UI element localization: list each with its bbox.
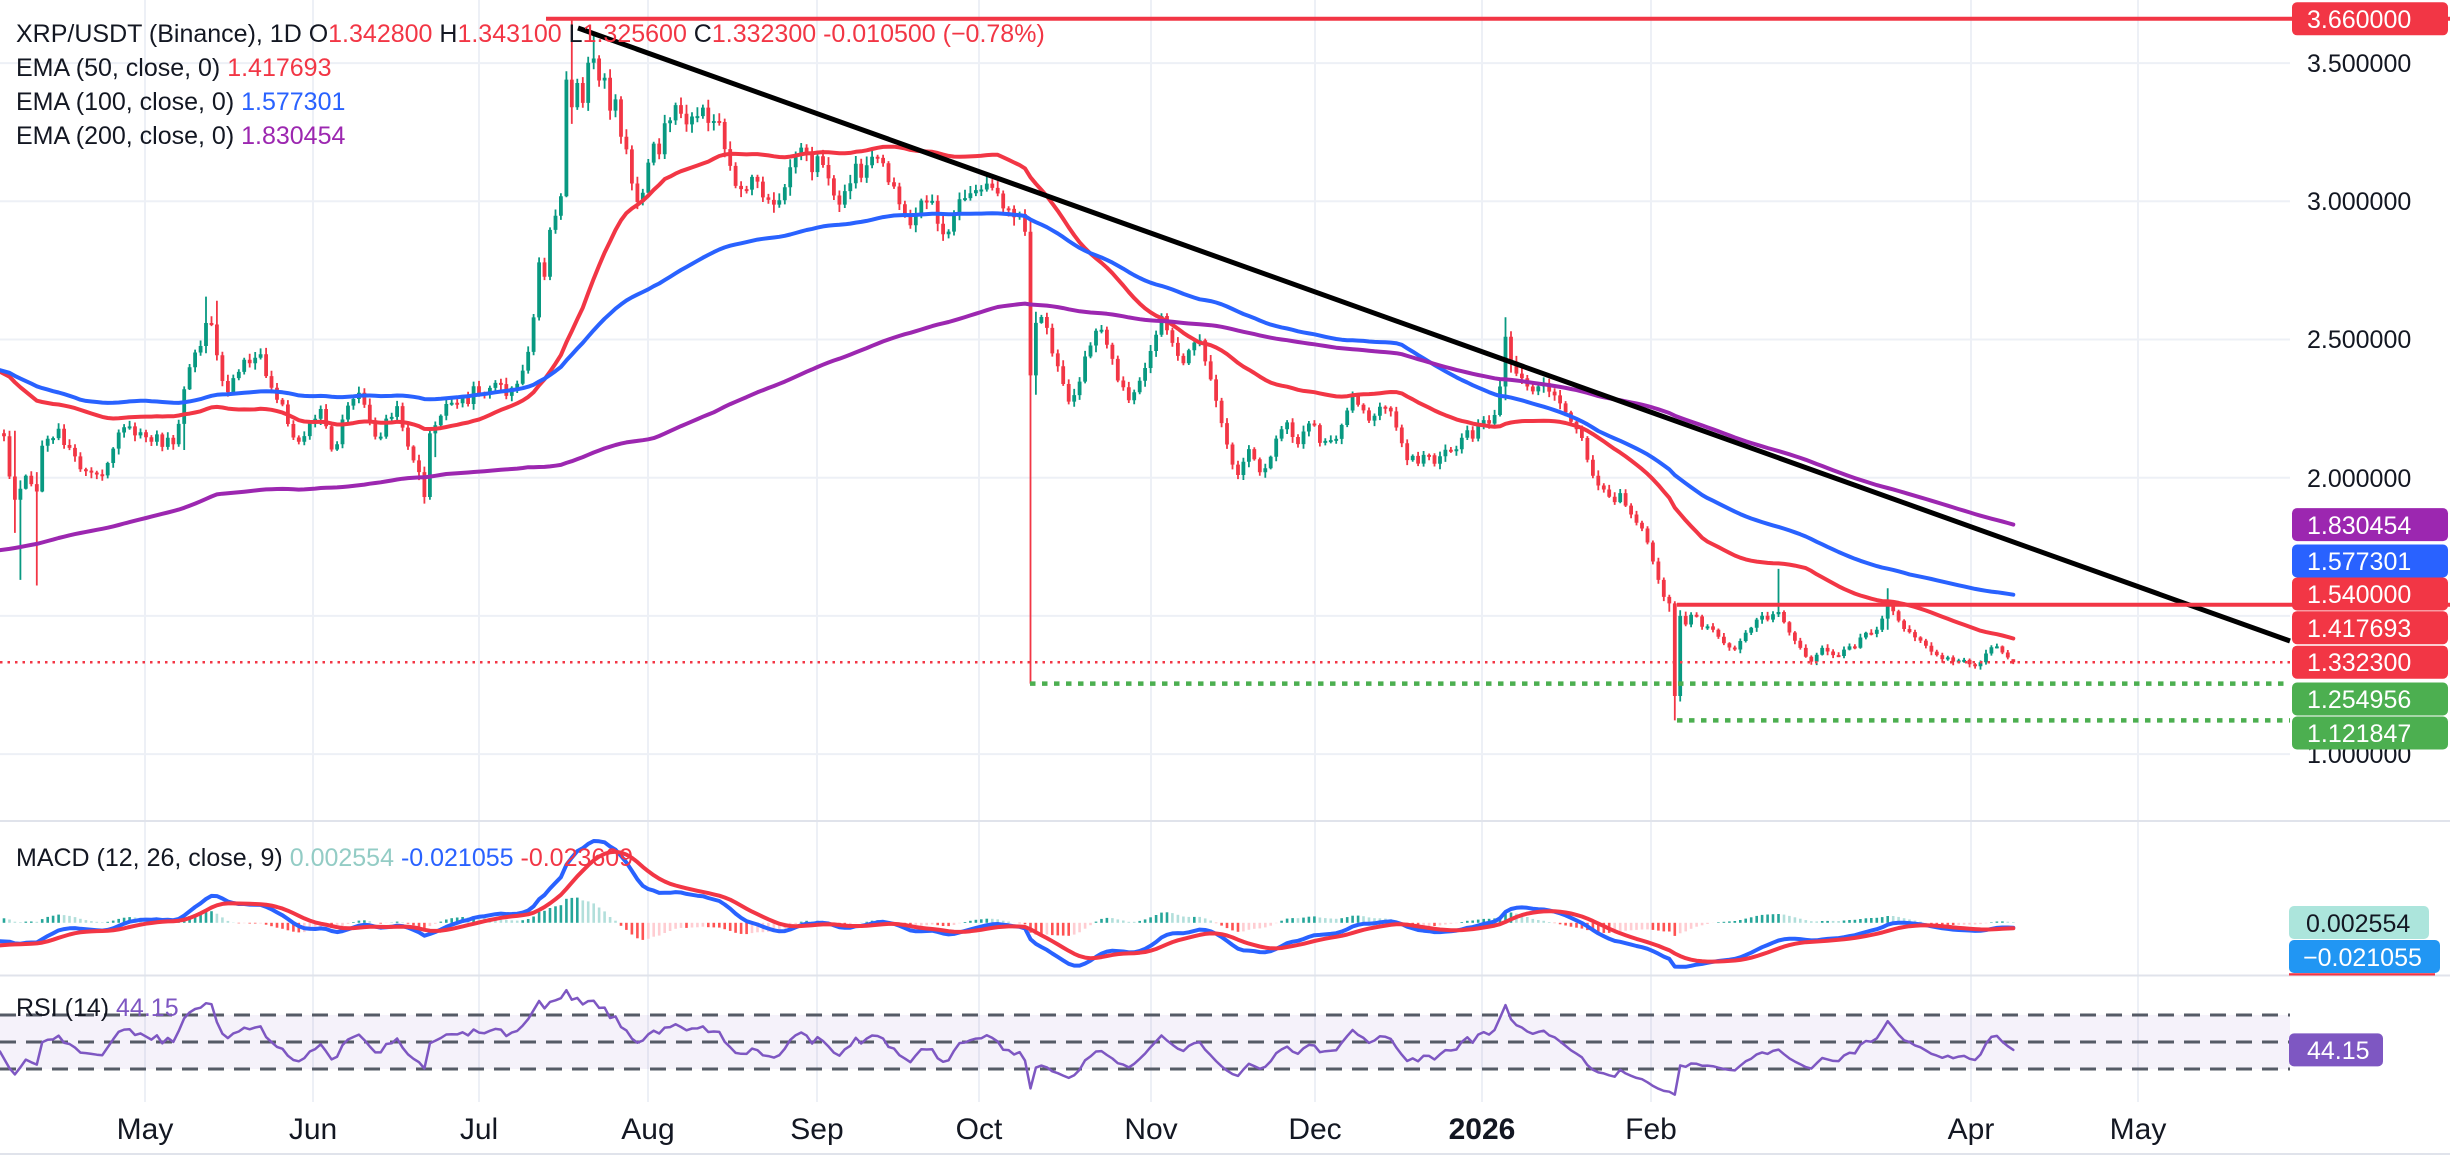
svg-text:May: May: [2110, 1113, 2167, 1146]
svg-text:Oct: Oct: [956, 1113, 1003, 1146]
svg-text:Aug: Aug: [621, 1113, 674, 1146]
svg-text:44.15: 44.15: [2307, 1037, 2370, 1065]
svg-text:RSI (14) 44.15: RSI (14) 44.15: [16, 994, 179, 1022]
svg-text:1.830454: 1.830454: [2307, 512, 2411, 540]
svg-text:1.254956: 1.254956: [2307, 686, 2411, 714]
svg-text:−0.021055: −0.021055: [2303, 944, 2422, 972]
svg-text:3.000000: 3.000000: [2307, 188, 2411, 216]
svg-text:XRP/USDT (Binance), 1D O1.342: XRP/USDT (Binance), 1D O1.342800 H1.3431…: [16, 20, 1045, 48]
svg-text:Nov: Nov: [1124, 1113, 1177, 1146]
svg-text:3.660000: 3.660000: [2307, 6, 2411, 34]
svg-text:1.540000: 1.540000: [2307, 581, 2411, 609]
svg-text:Sep: Sep: [790, 1113, 843, 1146]
svg-text:1.577301: 1.577301: [2307, 548, 2411, 576]
svg-text:May: May: [117, 1113, 174, 1146]
svg-text:Feb: Feb: [1625, 1113, 1677, 1146]
svg-text:Apr: Apr: [1948, 1113, 1995, 1146]
svg-text:2.500000: 2.500000: [2307, 326, 2411, 354]
svg-text:0.002554: 0.002554: [2306, 910, 2410, 938]
svg-text:1.121847: 1.121847: [2307, 720, 2411, 748]
svg-text:Dec: Dec: [1288, 1113, 1341, 1146]
svg-text:EMA (200, close, 0) 1.830454: EMA (200, close, 0) 1.830454: [16, 122, 345, 150]
svg-text:3.500000: 3.500000: [2307, 50, 2411, 78]
svg-text:EMA (100, close, 0) 1.577301: EMA (100, close, 0) 1.577301: [16, 88, 345, 116]
svg-text:2.000000: 2.000000: [2307, 465, 2411, 493]
svg-text:MACD (12, 26, close, 9) 0.002: MACD (12, 26, close, 9) 0.002554 -0.0210…: [16, 844, 633, 872]
svg-text:1.332300: 1.332300: [2307, 649, 2411, 677]
svg-text:Jul: Jul: [460, 1113, 498, 1146]
svg-text:1.417693: 1.417693: [2307, 615, 2411, 643]
svg-text:Jun: Jun: [289, 1113, 337, 1146]
svg-text:EMA (50, close, 0) 1.417693: EMA (50, close, 0) 1.417693: [16, 54, 331, 82]
svg-text:2026: 2026: [1449, 1113, 1516, 1146]
